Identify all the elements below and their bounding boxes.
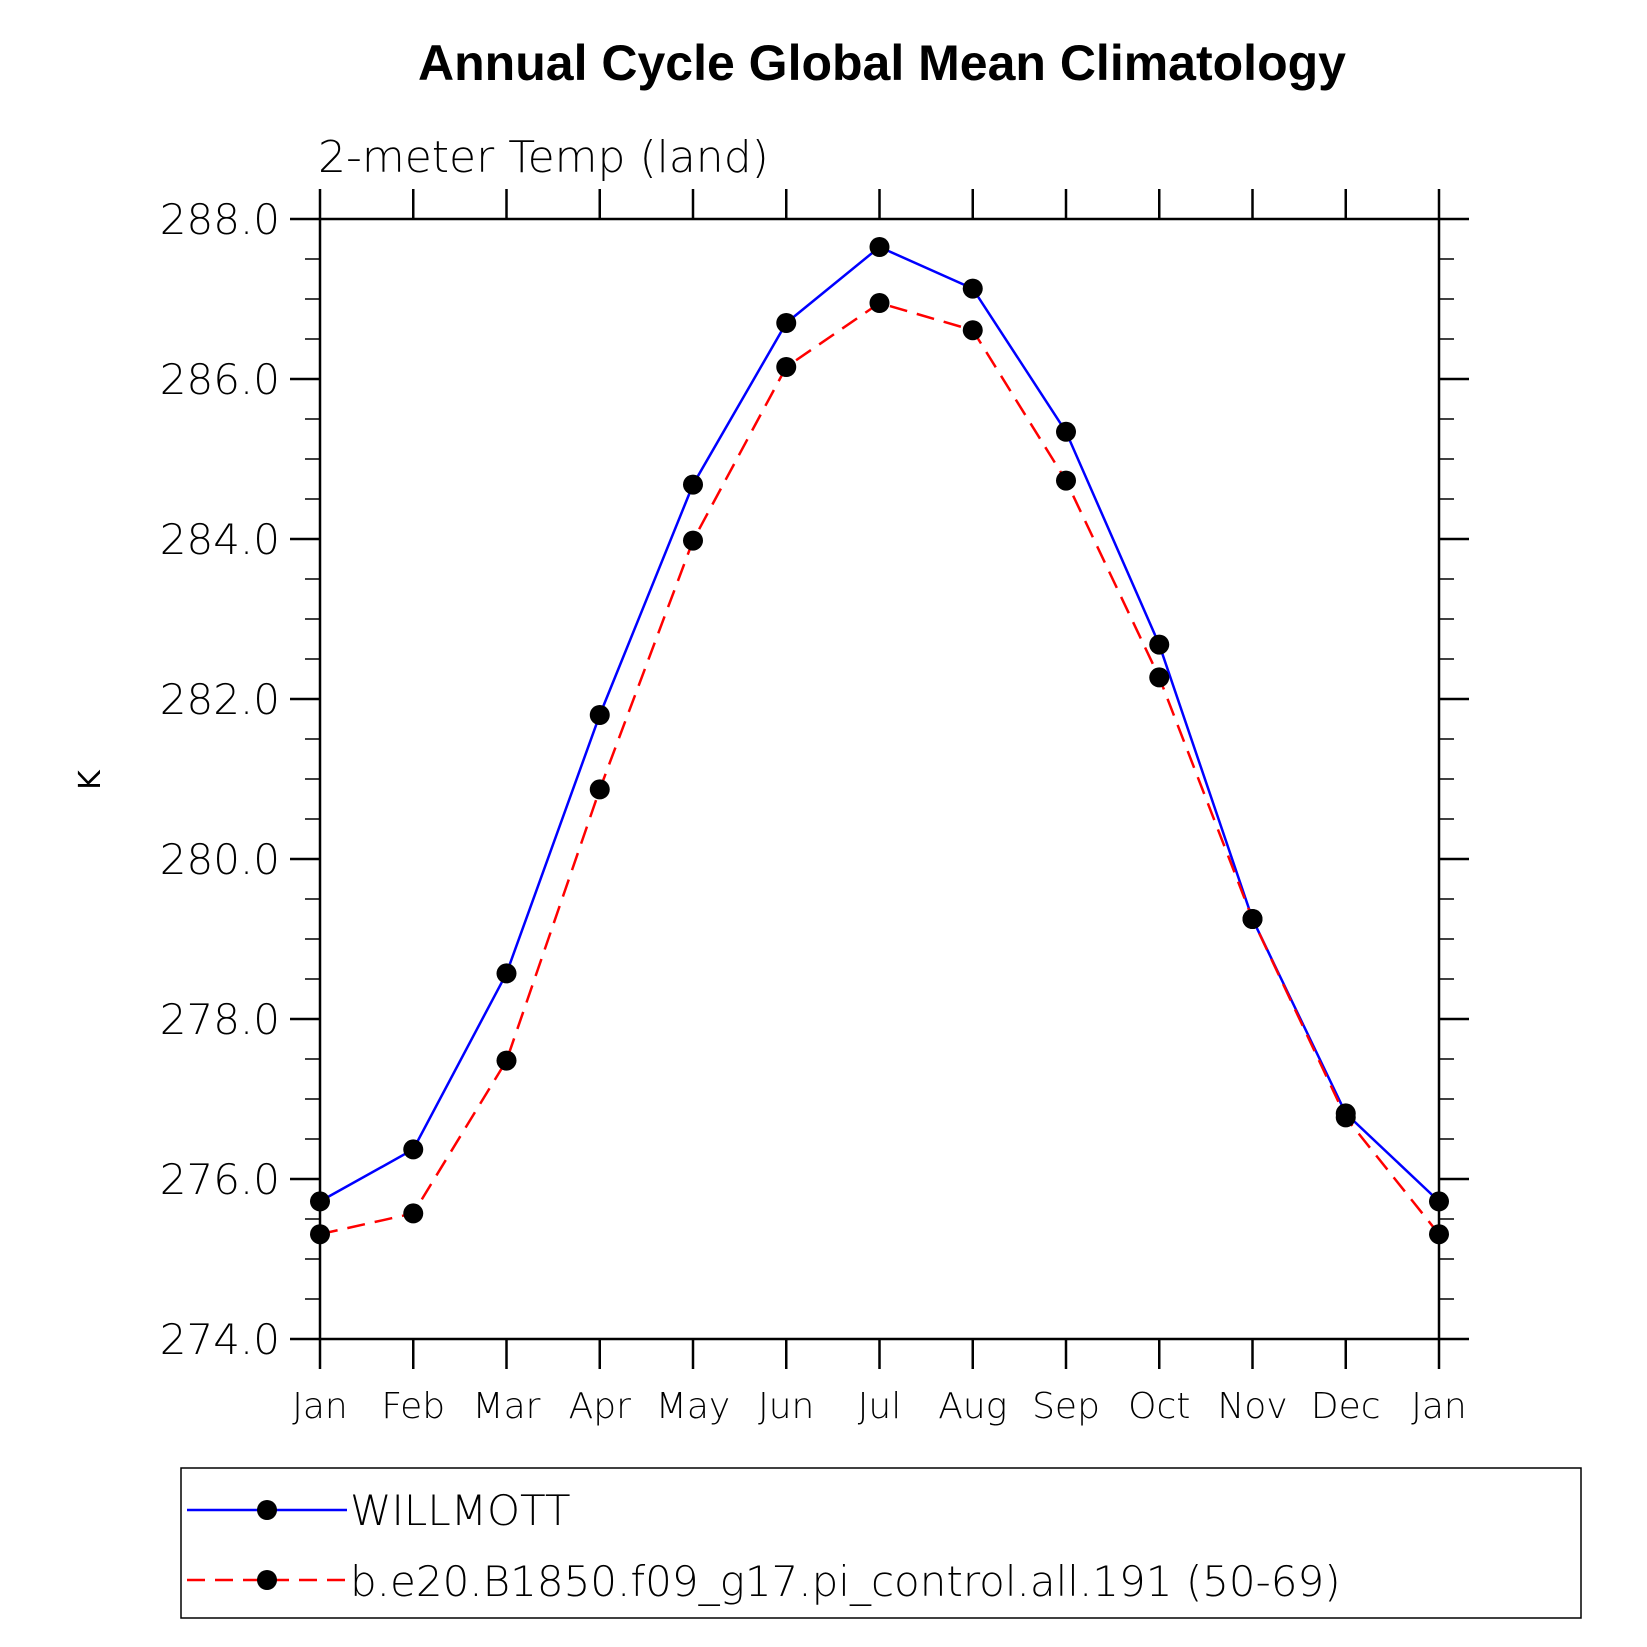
y-tick-label: 274.0 <box>160 1315 280 1364</box>
series-1-point <box>496 1050 517 1071</box>
x-tick-label: Jul <box>858 1386 901 1427</box>
series-0-point <box>776 313 797 333</box>
series-1-point <box>310 1224 330 1245</box>
y-tick-label: 282.0 <box>160 675 280 724</box>
chart-subtitle: 2-meter Temp (land) <box>318 132 769 183</box>
series-0-point <box>403 1139 424 1160</box>
series-0-point <box>1056 421 1076 442</box>
y-tick-label: 276.0 <box>160 1155 280 1204</box>
legend-marker-model <box>257 1570 277 1590</box>
legend-label-model: b.e20.B1850.f09_g17.pi_control.all.191 (… <box>350 1557 1341 1606</box>
y-tick-label: 278.0 <box>160 995 280 1044</box>
x-tick-label: Oct <box>1128 1386 1190 1427</box>
series-0-point <box>1429 1191 1449 1212</box>
series-0-point <box>589 705 610 725</box>
series-1-point <box>683 530 703 551</box>
series-line-0 <box>319 245 1440 1203</box>
y-tick-label: 288.0 <box>160 195 280 244</box>
x-tick-label: Jun <box>758 1386 814 1427</box>
x-tick-label: Sep <box>1032 1386 1100 1427</box>
series-0-point <box>869 237 890 257</box>
y-tick-label: 286.0 <box>160 355 280 404</box>
series-1-point <box>1149 667 1170 688</box>
legend-box <box>180 1467 1582 1619</box>
chart-title: Annual Cycle Global Mean Climatology <box>418 35 1346 91</box>
y-ticks: 274.0 276.0 278.0 280.0 282.0 284.0 286.0 288.0 <box>160 195 1469 1364</box>
x-ticks: Jan Feb Mar Apr May Jun Jul Aug Sep Oct Nov Dec Jan <box>292 189 1467 1427</box>
y-tick-label: 284.0 <box>160 515 280 564</box>
x-tick-label: Jan <box>1411 1386 1467 1427</box>
series-line-1 <box>319 301 1440 1236</box>
x-tick-label: May <box>656 1386 730 1427</box>
series-1-point <box>1335 1107 1356 1128</box>
x-tick-label: Dec <box>1311 1386 1381 1427</box>
series-1-point <box>1056 470 1076 491</box>
x-tick-label: Feb <box>381 1386 445 1427</box>
series-1-point <box>403 1203 424 1224</box>
series-1-point <box>1242 909 1263 929</box>
x-tick-label: Mar <box>473 1386 541 1427</box>
x-tick-label: Jan <box>292 1386 348 1427</box>
y-tick-label: 280.0 <box>160 835 280 884</box>
legend-label-willmott: WILLMOTT <box>350 1486 571 1535</box>
series-1-point <box>1429 1224 1449 1245</box>
y-axis-label: K <box>73 769 108 790</box>
legend-marker-willmott <box>257 1500 277 1520</box>
series-1-point <box>869 293 890 313</box>
series-0-point <box>496 963 517 984</box>
series-0-point <box>310 1191 330 1212</box>
series-0-point <box>962 278 983 299</box>
x-tick-label: Aug <box>938 1386 1007 1427</box>
series-1-point <box>776 357 797 377</box>
x-tick-label: Nov <box>1217 1386 1287 1427</box>
series-layer <box>310 237 1449 1245</box>
series-1-point <box>962 320 983 341</box>
legend: WILLMOTT b.e20.B1850.f09_g17.pi_control.… <box>180 1467 1582 1619</box>
series-1-point <box>589 779 610 800</box>
plot-frame <box>318 217 1441 1341</box>
series-0-point <box>1149 634 1170 655</box>
series-0-point <box>683 474 703 495</box>
x-tick-label: Apr <box>569 1386 631 1427</box>
